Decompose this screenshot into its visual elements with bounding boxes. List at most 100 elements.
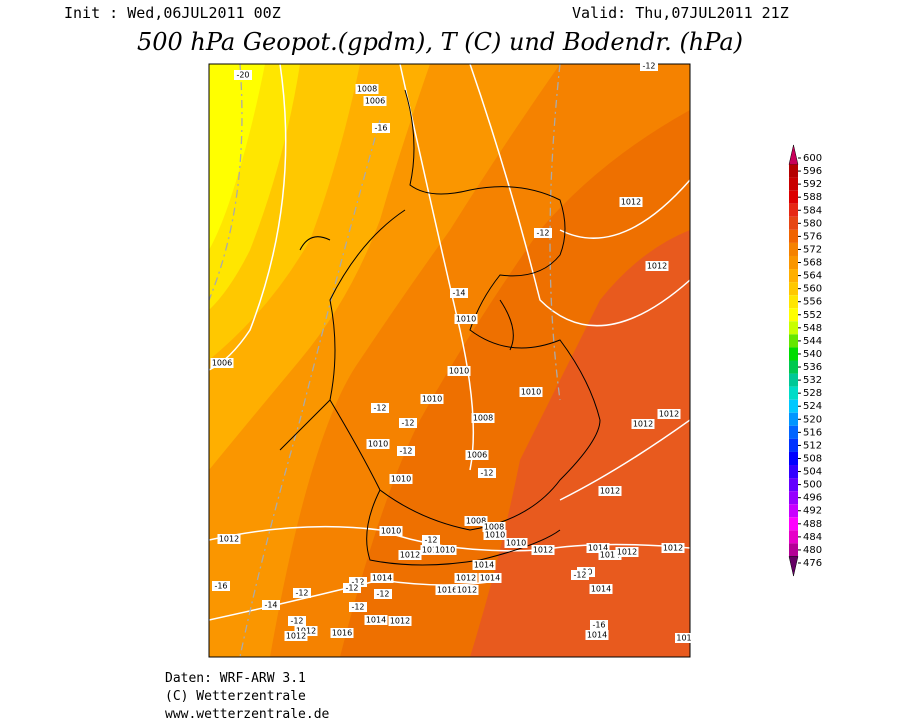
- colorbar-segment: [789, 269, 798, 283]
- colorbar-label: 592: [803, 179, 822, 190]
- contour-label-box: [372, 123, 390, 133]
- borders: [279, 89, 601, 566]
- contour-label-box: [355, 84, 379, 94]
- contour-label: -14: [452, 289, 465, 298]
- contour-label: -12: [373, 404, 386, 413]
- colorbar-segment: [789, 399, 798, 413]
- colorbar-segment: [789, 425, 798, 439]
- map-frame: [208, 63, 691, 658]
- footer-copyright: (C) Wetterzentrale: [165, 689, 306, 704]
- colorbar-label: 572: [803, 244, 822, 255]
- contour-label-box: [262, 600, 280, 610]
- contour-label-box: [465, 450, 489, 460]
- contour-label-box: [450, 288, 468, 298]
- contour-label: 1006: [365, 97, 385, 106]
- colorbar-label: 568: [803, 258, 822, 269]
- colorbar-label: 520: [803, 414, 822, 425]
- colorbar-label: 504: [803, 467, 822, 478]
- colorbar-label: 536: [803, 362, 822, 373]
- colorbar-label: 600: [803, 153, 822, 164]
- contour-label: -12: [424, 536, 437, 545]
- contour-label: -12: [345, 584, 358, 593]
- contour-label: 1014: [588, 544, 608, 553]
- contour-label: -14: [264, 601, 277, 610]
- contour-label-box: [288, 616, 306, 626]
- map-area: [209, 64, 690, 657]
- colorbar-label: 548: [803, 323, 822, 334]
- contour-label-box: [519, 387, 543, 397]
- colorbar-label: 560: [803, 284, 822, 295]
- contour-label: 1010: [521, 388, 541, 397]
- contour-label-box: [571, 570, 589, 580]
- colorbar-label: 564: [803, 271, 822, 282]
- colorbar-segment: [789, 504, 798, 518]
- contour-label-box: [482, 522, 506, 532]
- colorbar-label: 544: [803, 336, 822, 347]
- colorbar-segment: [789, 373, 798, 387]
- contour-label-box: [598, 486, 622, 496]
- contour-label-box: [212, 581, 230, 591]
- colorbar-tip: [788, 144, 799, 165]
- contour-label-box: [210, 358, 234, 368]
- colorbar-label: 524: [803, 401, 822, 412]
- contour-label-box: [343, 583, 361, 593]
- contour-label: -12: [376, 590, 389, 599]
- contour-label: 1010: [381, 527, 401, 536]
- contour-label-box: [657, 409, 681, 419]
- footer-url: www.wetterzentrale.de: [165, 707, 330, 720]
- contour-label-box: [478, 468, 496, 478]
- contour-label: 1012: [600, 487, 620, 496]
- contour-label-box: [464, 516, 488, 526]
- contour-label: 1010: [422, 546, 442, 555]
- contour-label: -12: [399, 447, 412, 456]
- map-title: 500 hPa Geopot.(gpdm), T (C) und Bodendr…: [137, 28, 743, 56]
- contour-label-box: [472, 560, 496, 570]
- colorbar-segment: [789, 216, 798, 230]
- colorbar-segment: [789, 242, 798, 256]
- colorbar-segment: [789, 412, 798, 426]
- contour-label: 1010: [456, 315, 476, 324]
- colorbar-segment: [789, 295, 798, 309]
- contour-label: -12: [573, 571, 586, 580]
- contour-label-box: [370, 573, 394, 583]
- colorbar-segment: [789, 177, 798, 191]
- contour-label-box: [293, 588, 311, 598]
- colorbar-segment: [789, 451, 798, 466]
- colorbar-label: 492: [803, 506, 822, 517]
- contour-label-box: [534, 228, 552, 238]
- valid-time: Valid: Thu,07JUL2011 21Z: [572, 4, 789, 22]
- colorbar-label: 552: [803, 310, 822, 321]
- contour-label: 1010: [449, 367, 469, 376]
- colorbar-segment: [789, 308, 798, 322]
- contour-label: 1012: [456, 574, 476, 583]
- colorbar-label: 540: [803, 349, 822, 360]
- colorbar-tip: [788, 556, 799, 577]
- contour-label-box: [379, 526, 403, 536]
- contour-label-box: [619, 197, 643, 207]
- colorbar-label: 508: [803, 453, 822, 464]
- colorbar-segment: [789, 543, 798, 557]
- colorbar-label: 484: [803, 532, 822, 543]
- contour-label-box: [471, 413, 495, 423]
- contour-label: 1014: [372, 574, 392, 583]
- contour-label: 1014: [587, 631, 607, 640]
- contour-label: -12: [295, 589, 308, 598]
- footer-source: Daten: WRF-ARW 3.1: [165, 671, 306, 686]
- colorbar-label: 576: [803, 231, 822, 242]
- contour-label-box: [389, 474, 413, 484]
- contour-label: 1012: [390, 617, 410, 626]
- contour-label: 1010: [435, 546, 455, 555]
- colorbar-label: 512: [803, 440, 822, 451]
- contour-label-box: [661, 543, 685, 553]
- contour-label-box: [675, 633, 693, 643]
- colorbar-label: 588: [803, 192, 822, 203]
- colorbar-label: 528: [803, 388, 822, 399]
- contour-label: 1014: [480, 574, 500, 583]
- contour-label: 1014: [366, 616, 386, 625]
- contour-label: -20: [236, 71, 249, 80]
- contour-label: -12: [536, 229, 549, 238]
- contour-label: 1014: [600, 551, 620, 560]
- contour-label-box: [640, 61, 658, 71]
- colorbar-segment: [789, 465, 798, 479]
- contour-label-box: [422, 535, 440, 545]
